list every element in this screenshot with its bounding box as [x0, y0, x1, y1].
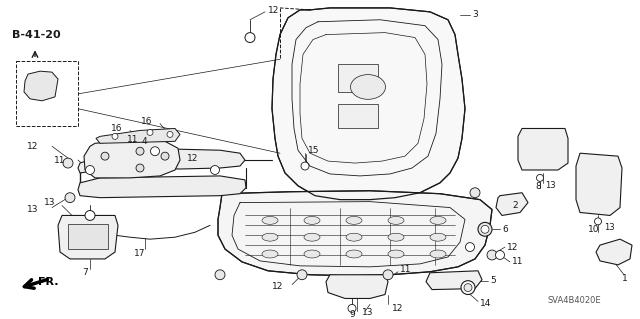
- Circle shape: [297, 270, 307, 280]
- Text: 11: 11: [54, 156, 65, 165]
- Text: 2: 2: [512, 201, 518, 210]
- Polygon shape: [496, 193, 528, 215]
- Ellipse shape: [388, 216, 404, 224]
- Ellipse shape: [304, 233, 320, 241]
- Circle shape: [85, 211, 95, 220]
- Ellipse shape: [388, 233, 404, 241]
- Text: 6: 6: [502, 225, 508, 234]
- Ellipse shape: [388, 250, 404, 258]
- Text: 13: 13: [44, 198, 55, 207]
- Text: 11: 11: [512, 257, 524, 266]
- Text: 11: 11: [127, 135, 138, 144]
- Text: 13: 13: [545, 181, 556, 190]
- Text: 11: 11: [400, 265, 412, 274]
- Polygon shape: [326, 275, 388, 299]
- Polygon shape: [78, 176, 246, 198]
- Text: 12: 12: [27, 142, 38, 151]
- Text: FR.: FR.: [38, 277, 58, 287]
- Circle shape: [348, 304, 356, 312]
- Circle shape: [464, 284, 472, 292]
- Circle shape: [595, 218, 602, 225]
- Circle shape: [147, 130, 153, 135]
- Circle shape: [136, 147, 144, 155]
- Text: 13: 13: [604, 223, 614, 232]
- Text: SVA4B4020E: SVA4B4020E: [548, 296, 602, 306]
- Text: 7: 7: [82, 268, 88, 277]
- Text: 5: 5: [490, 276, 496, 285]
- Circle shape: [478, 222, 492, 236]
- Ellipse shape: [430, 233, 446, 241]
- Bar: [338, 64, 378, 92]
- Polygon shape: [84, 140, 180, 178]
- Ellipse shape: [262, 250, 278, 258]
- Ellipse shape: [262, 233, 278, 241]
- Circle shape: [150, 147, 159, 156]
- Text: 12: 12: [392, 304, 403, 313]
- Text: 12: 12: [507, 242, 518, 252]
- Circle shape: [481, 225, 489, 233]
- Text: 12: 12: [268, 6, 280, 15]
- Text: 12: 12: [187, 154, 198, 163]
- Circle shape: [112, 133, 118, 139]
- Circle shape: [487, 250, 497, 260]
- Circle shape: [215, 270, 225, 280]
- Polygon shape: [58, 215, 118, 259]
- Ellipse shape: [346, 233, 362, 241]
- Text: 17: 17: [134, 249, 146, 257]
- Text: 15: 15: [308, 146, 319, 155]
- Circle shape: [465, 243, 474, 251]
- Text: 4: 4: [142, 137, 148, 146]
- Text: 9: 9: [349, 310, 355, 319]
- Ellipse shape: [262, 216, 278, 224]
- Circle shape: [65, 193, 75, 203]
- Text: 13: 13: [362, 308, 374, 317]
- Polygon shape: [576, 153, 622, 215]
- Text: 1: 1: [622, 274, 628, 283]
- Text: 13: 13: [26, 205, 38, 214]
- Text: 16: 16: [111, 124, 122, 133]
- Polygon shape: [272, 8, 465, 200]
- Ellipse shape: [346, 216, 362, 224]
- Text: 12: 12: [271, 282, 283, 291]
- Ellipse shape: [346, 250, 362, 258]
- Circle shape: [101, 152, 109, 160]
- Text: 14: 14: [480, 299, 492, 308]
- Circle shape: [495, 250, 504, 259]
- Text: 16: 16: [141, 117, 152, 126]
- Circle shape: [86, 166, 95, 174]
- Circle shape: [136, 164, 144, 172]
- Circle shape: [383, 270, 393, 280]
- Circle shape: [461, 281, 475, 294]
- Circle shape: [211, 166, 220, 174]
- Ellipse shape: [351, 75, 385, 99]
- Polygon shape: [596, 239, 632, 265]
- Polygon shape: [24, 71, 58, 101]
- Polygon shape: [78, 149, 245, 173]
- Polygon shape: [96, 129, 180, 143]
- Circle shape: [470, 188, 480, 198]
- Polygon shape: [518, 129, 568, 170]
- Ellipse shape: [304, 250, 320, 258]
- Circle shape: [245, 33, 255, 42]
- Circle shape: [63, 158, 73, 168]
- Bar: [16, 61, 78, 125]
- Text: 8: 8: [535, 182, 541, 191]
- Polygon shape: [218, 191, 492, 276]
- Ellipse shape: [304, 216, 320, 224]
- Bar: [68, 224, 108, 249]
- Text: 10: 10: [588, 225, 600, 234]
- Circle shape: [167, 131, 173, 137]
- Circle shape: [536, 174, 543, 182]
- Ellipse shape: [430, 216, 446, 224]
- Bar: [338, 104, 378, 129]
- Circle shape: [161, 152, 169, 160]
- Ellipse shape: [430, 250, 446, 258]
- Circle shape: [301, 162, 309, 170]
- Polygon shape: [426, 271, 482, 290]
- Text: B-41-20: B-41-20: [12, 30, 61, 40]
- Text: 3: 3: [472, 10, 477, 19]
